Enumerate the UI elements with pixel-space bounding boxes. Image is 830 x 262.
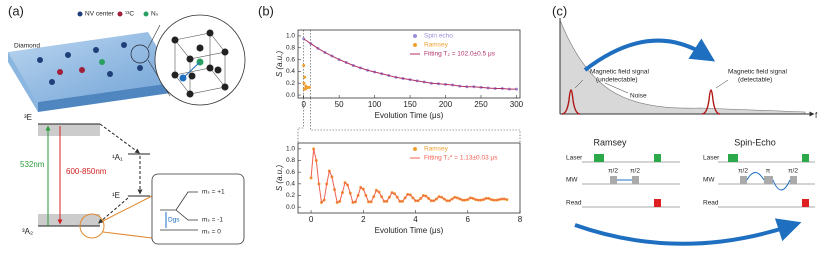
legend-text: Nₛ — [151, 11, 159, 18]
sequence-title: Spin-Echo — [734, 137, 776, 147]
spectrum — [559, 18, 815, 117]
legend-symbol — [413, 147, 417, 151]
plot-frame — [297, 29, 521, 99]
y-tick-label: 1.0 — [286, 146, 295, 153]
diamond-slab — [8, 32, 178, 112]
x-tick-label: 8 — [518, 215, 523, 224]
legend-dot — [143, 11, 149, 17]
legend-text: NV center — [85, 11, 115, 18]
level-label: ¹E — [112, 191, 120, 200]
state-label: mₛ = 0 — [202, 229, 221, 236]
y-tick-label: 0.2 — [286, 192, 295, 199]
data-point — [307, 85, 311, 89]
data-point — [302, 81, 306, 85]
pulse-sequences — [582, 154, 815, 208]
lattice-zoom — [147, 14, 246, 106]
y-tick-label: 0.0 — [286, 92, 295, 99]
legend-symbol — [413, 34, 417, 38]
level-label: ³A₂ — [22, 227, 33, 236]
plot-frame — [297, 142, 521, 214]
annotation: Magnetic field signal — [728, 69, 787, 76]
legend-text: ¹³C — [125, 11, 134, 18]
pulse-label: π/2 — [788, 168, 798, 175]
annotation: (detectable) — [738, 77, 772, 84]
arrow — [574, 218, 802, 246]
y-axis-label: S (a.u.) — [275, 165, 284, 192]
material-label: Diamond — [14, 43, 40, 50]
annotation: Magnetic field signal — [590, 69, 649, 76]
x-tick-label: 300 — [510, 100, 524, 109]
x-axis-label: Evolution Time (μs) — [375, 226, 444, 235]
zoom-guides — [297, 30, 521, 143]
legend-text: Fitting T₂* = 1.13±0.03 μs — [424, 155, 498, 162]
level-label: ³E — [24, 113, 32, 122]
data-point — [303, 75, 307, 79]
y-tick-label: 0.8 — [286, 157, 295, 164]
legend-text: Fitting T₂ = 102.0±0.5 μs — [424, 51, 496, 58]
x-tick-label: 6 — [466, 215, 471, 224]
y-tick-label: 0.0 — [286, 204, 295, 211]
excitation-label: 532nm — [20, 160, 45, 169]
x-tick-label: 2 — [361, 215, 366, 224]
emission-label: 600-850nm — [66, 167, 107, 176]
pulse-label: π — [766, 168, 771, 175]
legend-text: Ramsey — [424, 42, 449, 49]
legend-text: Spin echo — [424, 33, 453, 40]
x-axis-label: Evolution Time (μs) — [375, 111, 444, 120]
state-label: mₛ = -1 — [202, 217, 223, 224]
level-label: ¹A₁ — [112, 153, 123, 162]
pulse-label: π/2 — [608, 168, 618, 175]
row-label: MW — [566, 177, 578, 184]
legend-symbol — [413, 43, 417, 47]
row-label: Read — [566, 200, 582, 207]
y-tick-label: 0.6 — [286, 169, 295, 176]
sequence-title: Ramsey — [593, 137, 627, 147]
fit-line — [310, 148, 508, 204]
y-tick-label: 0.4 — [286, 68, 295, 75]
x-tick-label: 0 — [301, 100, 306, 109]
annotation: (undetectable) — [596, 77, 638, 84]
panel-label: (c) — [552, 3, 567, 18]
axis-label: f — [815, 111, 818, 120]
pulse-label: π/2 — [630, 168, 640, 175]
x-tick-label: 200 — [439, 100, 453, 109]
legend-dot — [117, 11, 123, 17]
splitting-label: Dgs — [168, 217, 180, 224]
x-tick-label: 150 — [403, 100, 417, 109]
state-label: mₛ = +1 — [202, 189, 225, 196]
y-axis-label: S (a.u.) — [275, 51, 284, 78]
y-tick-label: 0.8 — [286, 44, 295, 51]
annotation: Noise — [630, 93, 647, 100]
data-point — [505, 198, 509, 202]
energy-levels — [38, 123, 245, 245]
data-point — [302, 63, 306, 67]
pulse-label: π/2 — [738, 168, 748, 175]
legend-dot — [77, 11, 83, 17]
fit-line — [303, 38, 517, 90]
x-tick-label: 0 — [309, 215, 314, 224]
data-point — [309, 176, 313, 180]
row-label: Laser — [703, 155, 720, 162]
row-label: MW — [703, 177, 715, 184]
panel-label: (a) — [8, 3, 24, 18]
y-tick-label: 0.2 — [286, 80, 295, 87]
row-label: Laser — [566, 155, 583, 162]
legend-text: Ramsey — [424, 146, 449, 153]
data-point — [514, 87, 518, 91]
row-label: Read — [703, 200, 719, 207]
x-tick-label: 4 — [413, 215, 418, 224]
y-tick-label: 0.4 — [286, 181, 295, 188]
panel-label: (b) — [258, 3, 274, 18]
y-tick-label: 1.0 — [286, 33, 295, 40]
x-tick-label: 100 — [368, 100, 382, 109]
y-tick-label: 0.6 — [286, 56, 295, 63]
x-tick-label: 50 — [335, 100, 344, 109]
x-tick-label: 250 — [474, 100, 488, 109]
